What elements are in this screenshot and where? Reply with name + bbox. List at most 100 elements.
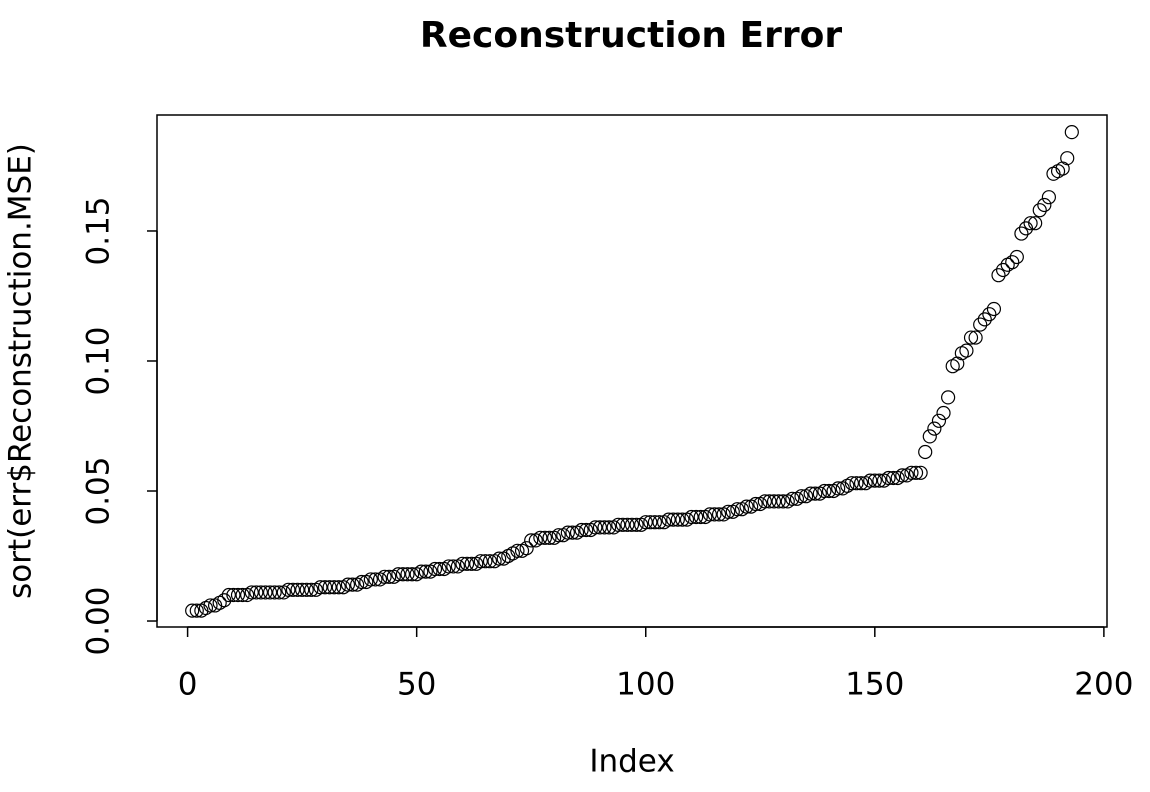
point — [317, 580, 333, 595]
point — [867, 473, 882, 488]
point — [299, 582, 314, 597]
point — [1009, 249, 1024, 265]
x-tick-label: 150 — [845, 667, 904, 703]
x-tick-label: 200 — [1074, 667, 1133, 703]
point — [363, 572, 378, 587]
point — [963, 330, 979, 345]
point — [1064, 125, 1079, 140]
point — [844, 476, 860, 491]
point — [464, 556, 479, 571]
point — [918, 444, 933, 460]
point — [936, 405, 951, 421]
point — [1037, 197, 1052, 213]
point — [249, 585, 264, 600]
point — [519, 541, 534, 556]
point — [945, 359, 960, 374]
point — [455, 556, 470, 571]
y-tick-label: 0.10 — [81, 326, 117, 395]
x-tick-label: 100 — [616, 667, 675, 703]
point — [414, 564, 429, 579]
point — [217, 593, 232, 608]
point — [441, 559, 456, 574]
point — [908, 465, 924, 480]
point — [863, 473, 878, 488]
y-axis-label: sort(err$Reconstruction.MSE) — [3, 143, 39, 599]
point — [771, 494, 786, 509]
point — [226, 587, 241, 603]
point — [574, 522, 589, 538]
point — [404, 567, 420, 582]
point — [647, 515, 663, 530]
point — [313, 580, 328, 595]
point — [913, 465, 928, 480]
point — [831, 481, 846, 496]
point — [666, 512, 681, 527]
x-tick-label: 50 — [397, 667, 436, 703]
point — [941, 390, 956, 405]
point — [1018, 221, 1034, 236]
point — [482, 554, 498, 569]
point — [432, 561, 447, 577]
point — [670, 512, 685, 527]
point — [922, 429, 937, 444]
point — [689, 509, 704, 525]
x-tick-label: 0 — [178, 667, 198, 703]
point — [643, 515, 658, 530]
point — [968, 330, 983, 345]
point — [881, 470, 896, 486]
point — [927, 421, 942, 436]
point — [973, 317, 988, 332]
point — [592, 520, 608, 535]
point — [821, 483, 837, 499]
point — [322, 580, 337, 595]
point — [977, 312, 992, 327]
point — [565, 525, 580, 540]
point — [991, 268, 1006, 283]
point — [597, 520, 612, 535]
point — [620, 517, 635, 532]
y-tick-label: 0.05 — [81, 456, 117, 525]
point — [1060, 151, 1075, 166]
point — [1014, 226, 1029, 241]
point — [524, 533, 539, 548]
y-tick-label: 0.15 — [81, 196, 117, 265]
point — [203, 598, 218, 613]
point — [776, 494, 791, 509]
point — [377, 569, 392, 584]
point — [904, 465, 919, 480]
point — [258, 585, 273, 600]
chart-title: Reconstruction Error — [420, 15, 842, 56]
point — [221, 587, 236, 603]
point — [954, 346, 969, 361]
point — [198, 600, 214, 616]
point — [982, 307, 997, 322]
point — [560, 525, 575, 540]
point — [533, 530, 548, 545]
point — [253, 585, 269, 600]
point — [615, 517, 630, 532]
point — [757, 494, 772, 509]
point — [446, 559, 461, 574]
point — [1032, 203, 1047, 218]
point — [611, 517, 626, 532]
point — [675, 512, 690, 527]
point — [1050, 164, 1066, 179]
point — [711, 507, 727, 522]
point — [427, 561, 443, 577]
point — [331, 580, 346, 595]
point — [817, 483, 832, 499]
point — [1028, 216, 1043, 231]
point — [652, 515, 667, 530]
point — [693, 509, 708, 525]
point — [638, 515, 653, 530]
point — [579, 522, 594, 538]
point — [853, 476, 869, 491]
point — [327, 580, 342, 595]
point — [730, 502, 745, 517]
y-tick-label: 0.00 — [81, 587, 117, 656]
plot-box — [156, 114, 1108, 628]
point — [959, 343, 974, 358]
point — [459, 556, 475, 571]
